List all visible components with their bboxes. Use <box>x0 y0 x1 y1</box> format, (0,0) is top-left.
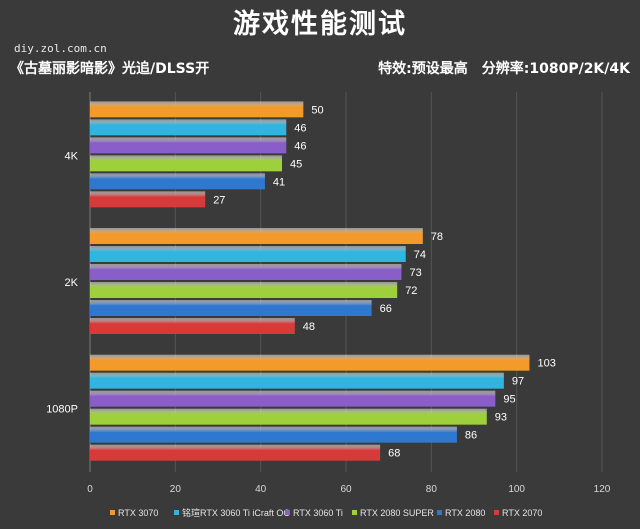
bar <box>90 119 287 136</box>
bar <box>90 155 282 172</box>
bar <box>90 137 287 154</box>
bar <box>90 264 402 280</box>
legend-label: RTX 3060 Ti <box>293 508 343 518</box>
bars <box>90 101 530 461</box>
chart-title: 游戏性能测试 <box>233 9 407 40</box>
category-label: 2K <box>65 277 79 289</box>
settings-subtitle: 特效:预设最高 分辨率:1080P/2K/4K <box>378 61 630 77</box>
x-tick-label: 0 <box>87 484 93 495</box>
data-label: 27 <box>213 194 225 206</box>
bar <box>90 282 398 298</box>
data-label: 66 <box>380 303 392 315</box>
data-label: 95 <box>503 394 515 406</box>
bar <box>90 318 295 334</box>
bar <box>90 372 504 389</box>
bar <box>90 444 381 461</box>
data-label: 93 <box>495 412 507 424</box>
x-tick-label: 120 <box>594 484 611 495</box>
bar <box>90 300 372 316</box>
data-label: 78 <box>431 231 443 243</box>
data-label: 48 <box>303 321 315 333</box>
x-tick-label: 60 <box>340 484 352 495</box>
x-tick-labels: 0 20 40 60 80 100 120 <box>87 484 611 495</box>
legend-label: RTX 3070 <box>118 508 158 518</box>
data-label: 41 <box>273 176 285 188</box>
data-label: 50 <box>311 104 323 116</box>
data-label: 68 <box>388 448 400 460</box>
bar <box>90 354 530 371</box>
data-label: 45 <box>290 158 302 170</box>
x-tick-label: 80 <box>426 484 438 495</box>
bar <box>90 191 206 208</box>
bar <box>90 173 265 190</box>
data-label: 46 <box>294 122 306 134</box>
legend-label: RTX 2070 <box>502 508 542 518</box>
legend-label: RTX 2080 SUPER <box>360 508 434 518</box>
x-tick-label: 20 <box>170 484 182 495</box>
legend-swatch <box>110 510 115 515</box>
category-labels: 4K 2K 1080P <box>46 150 78 415</box>
legend-label: 铭瑄RTX 3060 Ti iCraft OC <box>182 507 290 518</box>
bar <box>90 228 423 244</box>
x-tick-label: 100 <box>508 484 525 495</box>
data-label: 97 <box>512 376 524 388</box>
data-label: 72 <box>405 285 417 297</box>
legend-label: RTX 2080 <box>445 508 485 518</box>
legend-swatch <box>494 510 499 515</box>
data-label: 86 <box>465 430 477 442</box>
legend-swatch <box>285 510 290 515</box>
legend-swatch <box>352 510 357 515</box>
bar <box>90 101 304 118</box>
legend-swatch <box>437 510 442 515</box>
bar <box>90 426 457 443</box>
data-label: 103 <box>537 358 555 370</box>
category-label: 4K <box>65 150 79 162</box>
bar <box>90 390 496 407</box>
bar <box>90 246 406 262</box>
data-label: 46 <box>294 140 306 152</box>
x-tick-label: 40 <box>255 484 267 495</box>
data-label: 73 <box>409 267 421 279</box>
data-label: 74 <box>414 249 426 261</box>
watermark: diy.zol.com.cn <box>14 42 107 55</box>
game-subtitle: 《古墓丽影暗影》光追/DLSS开 <box>10 61 210 77</box>
category-label: 1080P <box>46 404 78 416</box>
bar <box>90 408 487 425</box>
legend-swatch <box>174 510 179 515</box>
data-labels: 50 46 46 45 41 27 78 74 73 72 66 48 103 97 95 93 86 68 <box>213 104 556 459</box>
legend: RTX 3070 铭瑄RTX 3060 Ti iCraft OC RTX 3060 … <box>110 507 542 518</box>
